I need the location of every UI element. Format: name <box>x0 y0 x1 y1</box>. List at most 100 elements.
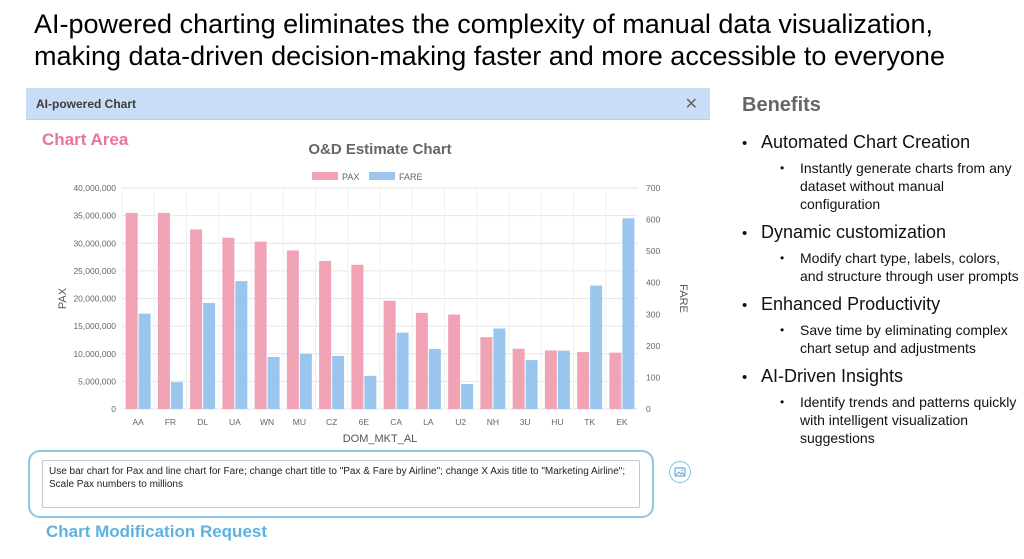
bar-pax-ua <box>222 237 235 409</box>
y-tick-label: 5,000,000 <box>78 376 116 386</box>
legend-swatch-pax <box>312 172 338 180</box>
y2-tick-label: 300 <box>646 309 660 319</box>
close-icon[interactable]: ✕ <box>684 95 698 113</box>
bar-fare-hu <box>557 350 570 409</box>
image-icon <box>674 467 686 477</box>
request-label: Chart Modification Request <box>46 522 268 541</box>
x-tick-label: MU <box>293 417 306 427</box>
bar-pax-tk <box>577 352 590 409</box>
benefit-item: • AI-Driven Insights • Identify trends and… <box>742 365 1022 447</box>
bar-fare-6e <box>364 375 377 409</box>
bar-fare-mu <box>299 353 312 409</box>
y-tick-label: 25,000,000 <box>73 266 116 276</box>
sub-bullet-icon: • <box>780 161 785 175</box>
x-tick-label: CA <box>390 417 402 427</box>
bullet-icon: • <box>742 369 748 386</box>
bar-pax-ca <box>383 300 396 409</box>
y-tick-label: 30,000,000 <box>73 238 116 248</box>
bar-fare-ua <box>235 281 248 409</box>
bar-fare-ca <box>396 332 409 409</box>
bar-pax-u2 <box>448 314 461 409</box>
x-tick-label: WN <box>260 417 274 427</box>
x-tick-label: DL <box>197 417 208 427</box>
y2-tick-label: 600 <box>646 215 660 225</box>
benefits-title: Benefits <box>742 94 821 116</box>
bar-pax-3u <box>512 348 525 409</box>
y-tick-label: 35,000,000 <box>73 211 116 221</box>
x-tick-label: UA <box>229 417 241 427</box>
benefit-detail: Instantly generate charts from any datas… <box>800 160 1012 212</box>
y-tick-label: 10,000,000 <box>73 349 116 359</box>
chart-panel: AI-powered Chart ✕ Chart Area O&D Estima… <box>26 88 710 552</box>
bar-pax-aa <box>125 212 138 409</box>
benefit-detail: Identify trends and patterns quickly wit… <box>800 394 1017 446</box>
bar-fare-ek <box>622 218 635 409</box>
x-tick-label: 6E <box>359 417 370 427</box>
benefit-heading: Automated Chart Creation <box>761 132 971 152</box>
y2-tick-label: 400 <box>646 278 660 288</box>
legend-label-pax: PAX <box>342 172 359 182</box>
benefit-item: • Enhanced Productivity • Save time by eli… <box>742 293 1022 357</box>
bullet-icon: • <box>742 225 748 242</box>
y-tick-label: 40,000,000 <box>73 183 116 193</box>
y-tick-label: 15,000,000 <box>73 321 116 331</box>
y-tick-label: 20,000,000 <box>73 294 116 304</box>
x-tick-label: U2 <box>455 417 466 427</box>
bar-pax-wn <box>254 241 267 409</box>
bar-pax-nh <box>480 337 493 409</box>
bar-fare-nh <box>493 328 506 409</box>
bar-pax-cz <box>319 260 332 409</box>
y2-tick-label: 700 <box>646 183 660 193</box>
x-tick-label: CZ <box>326 417 337 427</box>
bar-fare-fr <box>170 382 183 409</box>
bar-fare-la <box>428 349 441 409</box>
bar-pax-la <box>415 312 428 409</box>
y2-tick-label: 200 <box>646 341 660 351</box>
legend-label-fare: FARE <box>399 172 423 182</box>
benefit-item: • Automated Chart Creation • Instantly gen… <box>742 131 1022 213</box>
x-tick-label: FR <box>165 417 176 427</box>
y-axis-title: PAX <box>57 287 69 309</box>
bar-fare-aa <box>138 313 151 409</box>
sub-bullet-icon: • <box>780 251 785 265</box>
bar-fare-dl <box>203 302 216 409</box>
y-tick-label: 0 <box>111 404 116 414</box>
panel-title: AI-powered Chart <box>36 96 137 111</box>
benefit-heading: AI-Driven Insights <box>761 366 904 386</box>
bar-pax-6e <box>351 264 364 409</box>
x-tick-label: AA <box>132 417 144 427</box>
bar-pax-ek <box>609 352 622 409</box>
legend-swatch-fare <box>369 172 395 180</box>
sub-bullet-icon: • <box>780 395 785 409</box>
x-tick-label: HU <box>551 417 563 427</box>
bar-fare-tk <box>590 285 603 409</box>
bullet-icon: • <box>742 135 748 152</box>
y2-tick-label: 100 <box>646 372 660 382</box>
benefit-item: • Dynamic customization • Modify chart typ… <box>742 221 1022 285</box>
x-tick-label: TK <box>584 417 595 427</box>
benefit-heading: Dynamic customization <box>761 222 947 242</box>
bullet-icon: • <box>742 297 748 314</box>
request-input[interactable] <box>42 460 640 508</box>
bar-fare-3u <box>525 360 538 409</box>
benefit-detail: Modify chart type, labels, colors, and s… <box>800 250 1019 284</box>
bar-fare-u2 <box>461 384 474 409</box>
x-tick-label: EK <box>616 417 628 427</box>
chart-title: O&D Estimate Chart <box>308 141 451 158</box>
benefit-heading: Enhanced Productivity <box>761 294 941 314</box>
bar-pax-fr <box>157 212 170 409</box>
image-upload-button[interactable] <box>669 461 691 483</box>
x-tick-label: LA <box>423 417 434 427</box>
bar-pax-hu <box>544 350 557 409</box>
y2-tick-label: 0 <box>646 404 651 414</box>
bar-pax-mu <box>286 250 299 409</box>
chart-area-label: Chart Area <box>42 130 129 149</box>
x-tick-label: 3U <box>520 417 531 427</box>
benefit-detail: Save time by eliminating complex chart s… <box>800 322 1008 356</box>
sub-bullet-icon: • <box>780 323 785 337</box>
request-box <box>28 450 654 518</box>
benefits-panel: Benefits • Automated Chart Creation • Inst… <box>742 94 1022 455</box>
panel-header: AI-powered Chart ✕ <box>26 88 710 120</box>
x-tick-label: NH <box>487 417 499 427</box>
bar-pax-dl <box>190 229 203 409</box>
